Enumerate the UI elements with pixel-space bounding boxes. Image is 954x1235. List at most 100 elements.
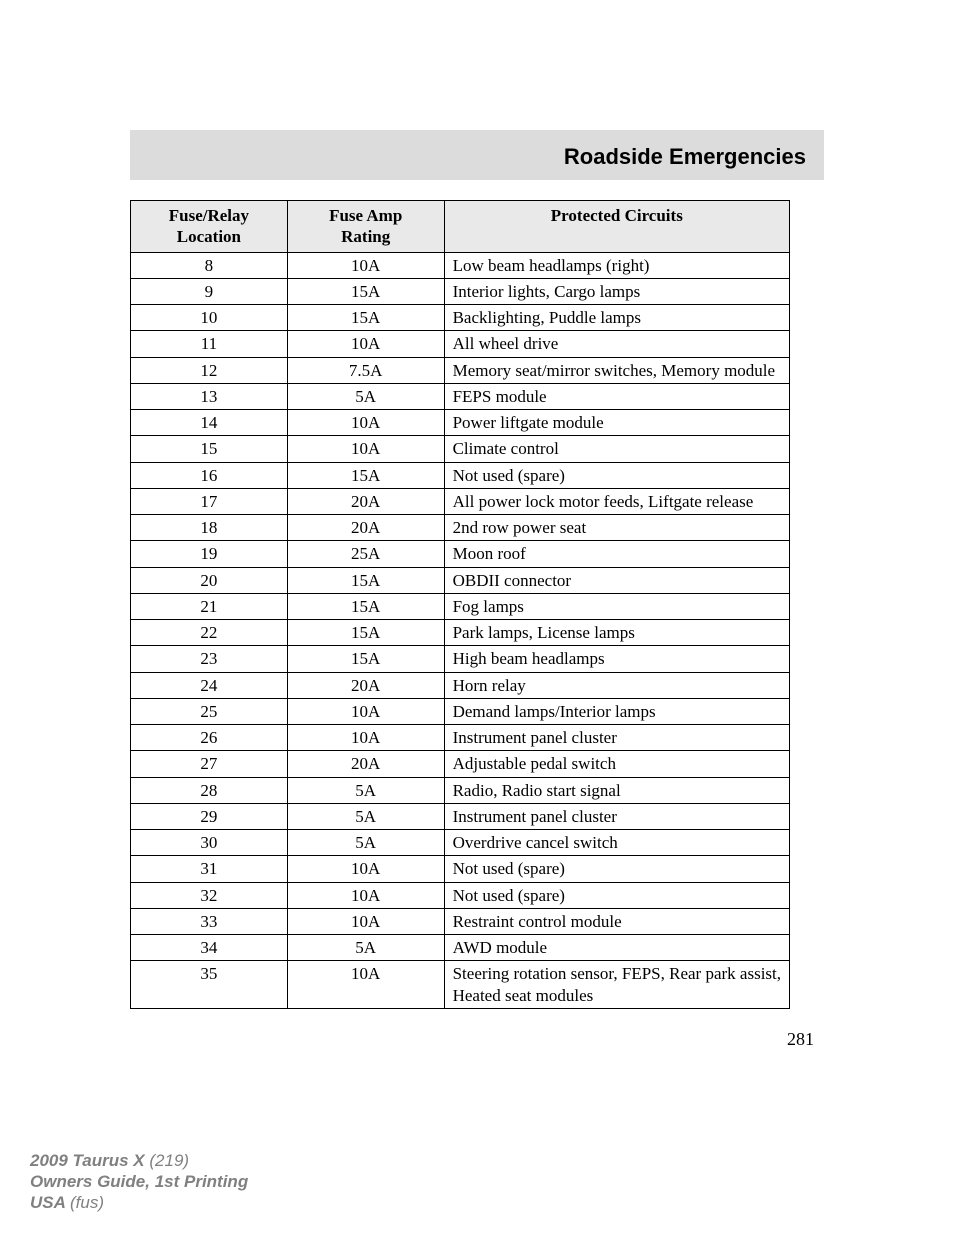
table-row: 285ARadio, Radio start signal — [131, 777, 790, 803]
cell-amp: 5A — [287, 935, 444, 961]
col-header-circuits: Protected Circuits — [444, 201, 789, 253]
page-number: 281 — [130, 1029, 814, 1050]
cell-location: 14 — [131, 410, 288, 436]
cell-circuits: Demand lamps/Interior lamps — [444, 698, 789, 724]
cell-amp: 15A — [287, 567, 444, 593]
cell-location: 15 — [131, 436, 288, 462]
cell-circuits: Interior lights, Cargo lamps — [444, 278, 789, 304]
table-row: 345AAWD module — [131, 935, 790, 961]
cell-location: 32 — [131, 882, 288, 908]
cell-location: 17 — [131, 488, 288, 514]
cell-location: 22 — [131, 620, 288, 646]
cell-circuits: Backlighting, Puddle lamps — [444, 305, 789, 331]
cell-location: 25 — [131, 698, 288, 724]
cell-amp: 10A — [287, 331, 444, 357]
cell-location: 19 — [131, 541, 288, 567]
cell-amp: 20A — [287, 488, 444, 514]
cell-circuits: FEPS module — [444, 383, 789, 409]
cell-circuits: All wheel drive — [444, 331, 789, 357]
cell-circuits: Not used (spare) — [444, 856, 789, 882]
table-row: 295AInstrument panel cluster — [131, 803, 790, 829]
table-row: 1510AClimate control — [131, 436, 790, 462]
cell-amp: 20A — [287, 515, 444, 541]
section-title: Roadside Emergencies — [564, 144, 806, 169]
table-row: 2610AInstrument panel cluster — [131, 725, 790, 751]
cell-amp: 15A — [287, 646, 444, 672]
cell-circuits: Moon roof — [444, 541, 789, 567]
table-row: 1015ABacklighting, Puddle lamps — [131, 305, 790, 331]
cell-amp: 15A — [287, 305, 444, 331]
table-row: 2115AFog lamps — [131, 593, 790, 619]
document-page: Roadside Emergencies Fuse/RelayLocation … — [0, 0, 954, 1050]
cell-location: 16 — [131, 462, 288, 488]
cell-location: 26 — [131, 725, 288, 751]
cell-location: 20 — [131, 567, 288, 593]
cell-location: 21 — [131, 593, 288, 619]
cell-circuits: Restraint control module — [444, 908, 789, 934]
table-row: 1410APower liftgate module — [131, 410, 790, 436]
cell-location: 27 — [131, 751, 288, 777]
footer-block: 2009 Taurus X (219) Owners Guide, 1st Pr… — [30, 1150, 954, 1214]
cell-circuits: All power lock motor feeds, Liftgate rel… — [444, 488, 789, 514]
table-row: 2015AOBDII connector — [131, 567, 790, 593]
footer-region: USA — [30, 1193, 70, 1212]
cell-amp: 10A — [287, 410, 444, 436]
table-row: 127.5AMemory seat/mirror switches, Memor… — [131, 357, 790, 383]
cell-amp: 10A — [287, 882, 444, 908]
table-row: 915AInterior lights, Cargo lamps — [131, 278, 790, 304]
cell-circuits: Adjustable pedal switch — [444, 751, 789, 777]
cell-location: 18 — [131, 515, 288, 541]
cell-circuits: OBDII connector — [444, 567, 789, 593]
section-header-bar: Roadside Emergencies — [130, 130, 824, 180]
cell-amp: 10A — [287, 961, 444, 1009]
cell-circuits: AWD module — [444, 935, 789, 961]
cell-amp: 5A — [287, 830, 444, 856]
col-header-amp: Fuse AmpRating — [287, 201, 444, 253]
cell-location: 8 — [131, 252, 288, 278]
cell-amp: 15A — [287, 620, 444, 646]
cell-amp: 20A — [287, 751, 444, 777]
cell-location: 28 — [131, 777, 288, 803]
table-row: 1720AAll power lock motor feeds, Liftgat… — [131, 488, 790, 514]
table-row: 2720AAdjustable pedal switch — [131, 751, 790, 777]
cell-amp: 5A — [287, 777, 444, 803]
cell-location: 11 — [131, 331, 288, 357]
cell-amp: 10A — [287, 856, 444, 882]
table-row: 1615ANot used (spare) — [131, 462, 790, 488]
cell-amp: 15A — [287, 593, 444, 619]
cell-location: 23 — [131, 646, 288, 672]
cell-circuits: Instrument panel cluster — [444, 725, 789, 751]
cell-location: 10 — [131, 305, 288, 331]
table-row: 2420AHorn relay — [131, 672, 790, 698]
table-row: 3310ARestraint control module — [131, 908, 790, 934]
cell-location: 9 — [131, 278, 288, 304]
cell-circuits: Low beam headlamps (right) — [444, 252, 789, 278]
cell-amp: 10A — [287, 725, 444, 751]
cell-amp: 15A — [287, 462, 444, 488]
cell-location: 35 — [131, 961, 288, 1009]
cell-amp: 7.5A — [287, 357, 444, 383]
table-row: 135AFEPS module — [131, 383, 790, 409]
cell-circuits: Memory seat/mirror switches, Memory modu… — [444, 357, 789, 383]
table-row: 2215APark lamps, License lamps — [131, 620, 790, 646]
cell-amp: 5A — [287, 383, 444, 409]
footer-region-code: (fus) — [70, 1193, 104, 1212]
cell-circuits: Instrument panel cluster — [444, 803, 789, 829]
table-row: 3210ANot used (spare) — [131, 882, 790, 908]
footer-code: (219) — [149, 1151, 189, 1170]
cell-location: 31 — [131, 856, 288, 882]
table-row: 2315AHigh beam headlamps — [131, 646, 790, 672]
cell-location: 30 — [131, 830, 288, 856]
cell-circuits: Horn relay — [444, 672, 789, 698]
cell-amp: 10A — [287, 252, 444, 278]
cell-circuits: High beam headlamps — [444, 646, 789, 672]
footer-line-1: 2009 Taurus X (219) — [30, 1150, 954, 1171]
cell-amp: 5A — [287, 803, 444, 829]
table-row: 3110ANot used (spare) — [131, 856, 790, 882]
cell-amp: 15A — [287, 278, 444, 304]
cell-location: 24 — [131, 672, 288, 698]
footer-vehicle: 2009 Taurus X — [30, 1151, 149, 1170]
cell-circuits: Climate control — [444, 436, 789, 462]
cell-location: 29 — [131, 803, 288, 829]
cell-amp: 10A — [287, 698, 444, 724]
